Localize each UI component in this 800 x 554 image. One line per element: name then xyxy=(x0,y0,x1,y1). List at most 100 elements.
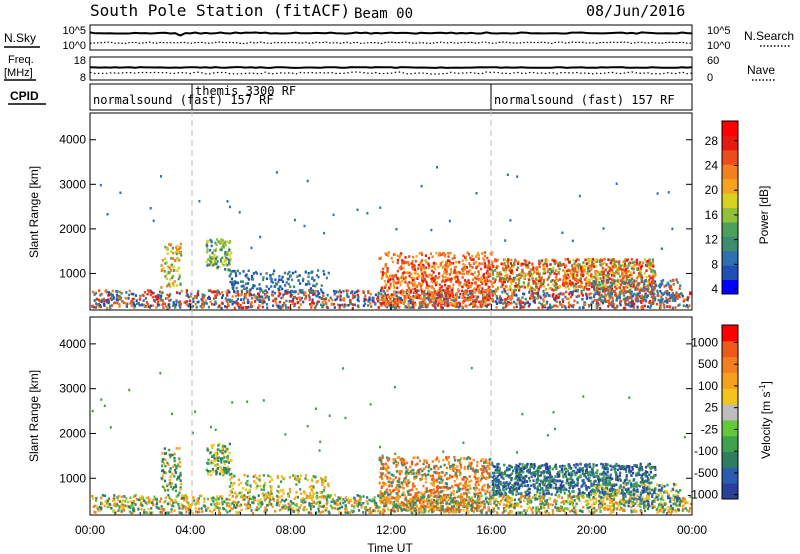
scatter-cell-881 xyxy=(345,507,348,511)
scatter-cell-373 xyxy=(202,301,205,305)
scatter-cell-2290 xyxy=(491,273,495,276)
scatter-cell-263 xyxy=(660,506,663,509)
scatter-cell-2242 xyxy=(623,260,626,264)
scatter-cell-3225 xyxy=(311,290,314,294)
scatter-cell-617 xyxy=(391,305,394,309)
scatter-cell-255 xyxy=(524,511,527,515)
scatter-cell-1381 xyxy=(630,290,633,294)
scatter-cell-3546 xyxy=(436,166,438,169)
scatter-cell-1989 xyxy=(441,274,444,277)
scatter-cell-1863 xyxy=(422,304,426,308)
scatter-cell-528 xyxy=(180,494,184,497)
scatter-cell-2319 xyxy=(632,266,635,269)
scatter-cell-2837 xyxy=(580,283,583,286)
scatter-cell-3507 xyxy=(640,279,643,283)
scatter-cell-3222 xyxy=(307,272,310,275)
scatter-cell-1059 xyxy=(535,494,538,497)
scatter-cell-1153 xyxy=(592,496,595,499)
scatter-cell-2794 xyxy=(598,287,601,291)
scatter-cell-1071 xyxy=(192,496,195,499)
scatter-cell-885 xyxy=(506,498,510,501)
scatter-cell-3398 xyxy=(651,288,655,292)
scatter-cell-373 xyxy=(151,502,155,506)
scatter-cell-1197 xyxy=(226,294,229,297)
scatter-cell-469 xyxy=(401,298,404,302)
scatter-cell-1109 xyxy=(175,303,178,307)
scatter-cell-1135 xyxy=(145,496,148,500)
scatter-cell-1277 xyxy=(185,496,188,500)
scatter-cell-527 xyxy=(523,292,526,296)
scatter-cell-98 xyxy=(338,289,342,292)
scatter-cell-2548 xyxy=(590,275,593,278)
scatter-cell-3414 xyxy=(663,300,667,303)
scatter-cell-3256 xyxy=(320,284,323,287)
scatter-cell-1974 xyxy=(480,276,483,279)
scatter-cell-23 xyxy=(225,306,228,309)
scatter-cell-1943 xyxy=(476,274,479,278)
scatter-cell-227 xyxy=(556,506,560,510)
scatter-cell-2098 xyxy=(592,280,595,284)
scatter-cell-1236 xyxy=(258,300,261,303)
scatter-cell-552 xyxy=(414,496,417,500)
scatter-cell-2026 xyxy=(476,253,480,257)
scatter-cell-3449 xyxy=(627,296,630,299)
scatter-cell-1238 xyxy=(181,504,185,508)
scatter-cell-3001 xyxy=(166,252,169,255)
scatter-cell-799 xyxy=(407,506,410,509)
scatter-cell-1247 xyxy=(197,290,200,293)
scatter-cell-2970 xyxy=(507,258,510,262)
scatter-cell-933 xyxy=(667,506,670,509)
scatter-cell-1895 xyxy=(491,251,494,254)
scatter-cell-1160 xyxy=(330,500,333,504)
scatter-cell-575 xyxy=(349,301,352,304)
scatter-cell-1344 xyxy=(116,301,119,305)
scatter-cell-940 xyxy=(622,509,625,512)
scatter-cell-524 xyxy=(502,503,505,506)
scatter-cell-2632 xyxy=(600,259,604,262)
scatter-cell-466 xyxy=(515,502,518,505)
scatter-cell-1067 xyxy=(194,503,197,506)
scatter-cell-461 xyxy=(541,496,544,499)
scatter-cell-1133 xyxy=(118,295,121,298)
scatter-cell-2682 xyxy=(612,258,615,262)
scatter-cell-3033 xyxy=(170,243,173,246)
scatter-cell-1871 xyxy=(421,253,424,256)
scatter-cell-926 xyxy=(113,509,116,512)
scatter-cell-3182 xyxy=(244,287,247,290)
scatter-cell-1443 xyxy=(487,297,490,300)
scatter-cell-2754 xyxy=(595,271,598,275)
scatter-cell-1996 xyxy=(407,262,410,265)
scatter-cell-75 xyxy=(392,303,395,306)
scatter-cell-557 xyxy=(572,303,575,307)
scatter-cell-2652 xyxy=(654,273,657,276)
scatter-cell-379 xyxy=(214,300,217,303)
scatter-cell-2459 xyxy=(508,275,511,278)
scatter-cell-12 xyxy=(632,306,635,310)
scatter-cell-1392 xyxy=(404,256,407,259)
scatter-cell-1107 xyxy=(581,496,584,499)
scatter-cell-435 xyxy=(686,304,689,307)
scatter-cell-521 xyxy=(378,505,381,509)
scatter-cell-582 xyxy=(143,303,146,307)
scatter-cell-1055 xyxy=(684,499,687,502)
scatter-cell-1732 xyxy=(434,278,437,281)
scatter-cell-3522 xyxy=(395,227,398,231)
scatter-cell-570 xyxy=(301,291,304,294)
scatter-cell-2042 xyxy=(477,272,481,276)
scatter-cell-2977 xyxy=(651,258,654,261)
scatter-cell-2956 xyxy=(624,268,628,271)
scatter-cell-400 xyxy=(214,296,217,299)
scatter-cell-3303 xyxy=(307,280,310,283)
scatter-cell-1305 xyxy=(526,502,529,506)
scatter-cell-2891 xyxy=(591,262,594,266)
scatter-cell-1385 xyxy=(504,289,507,293)
scatter-cell-2463 xyxy=(630,273,633,277)
scatter-cell-2350 xyxy=(501,285,504,288)
scatter-cell-1841 xyxy=(399,283,402,287)
scatter-cell-3026 xyxy=(177,247,181,251)
scatter-cell-2041 xyxy=(464,282,467,285)
scatter-cell-1395 xyxy=(412,287,415,291)
scatter-cell-233 xyxy=(299,298,302,302)
scatter-cell-527 xyxy=(345,498,348,502)
scatter-cell-1833 xyxy=(446,287,449,291)
